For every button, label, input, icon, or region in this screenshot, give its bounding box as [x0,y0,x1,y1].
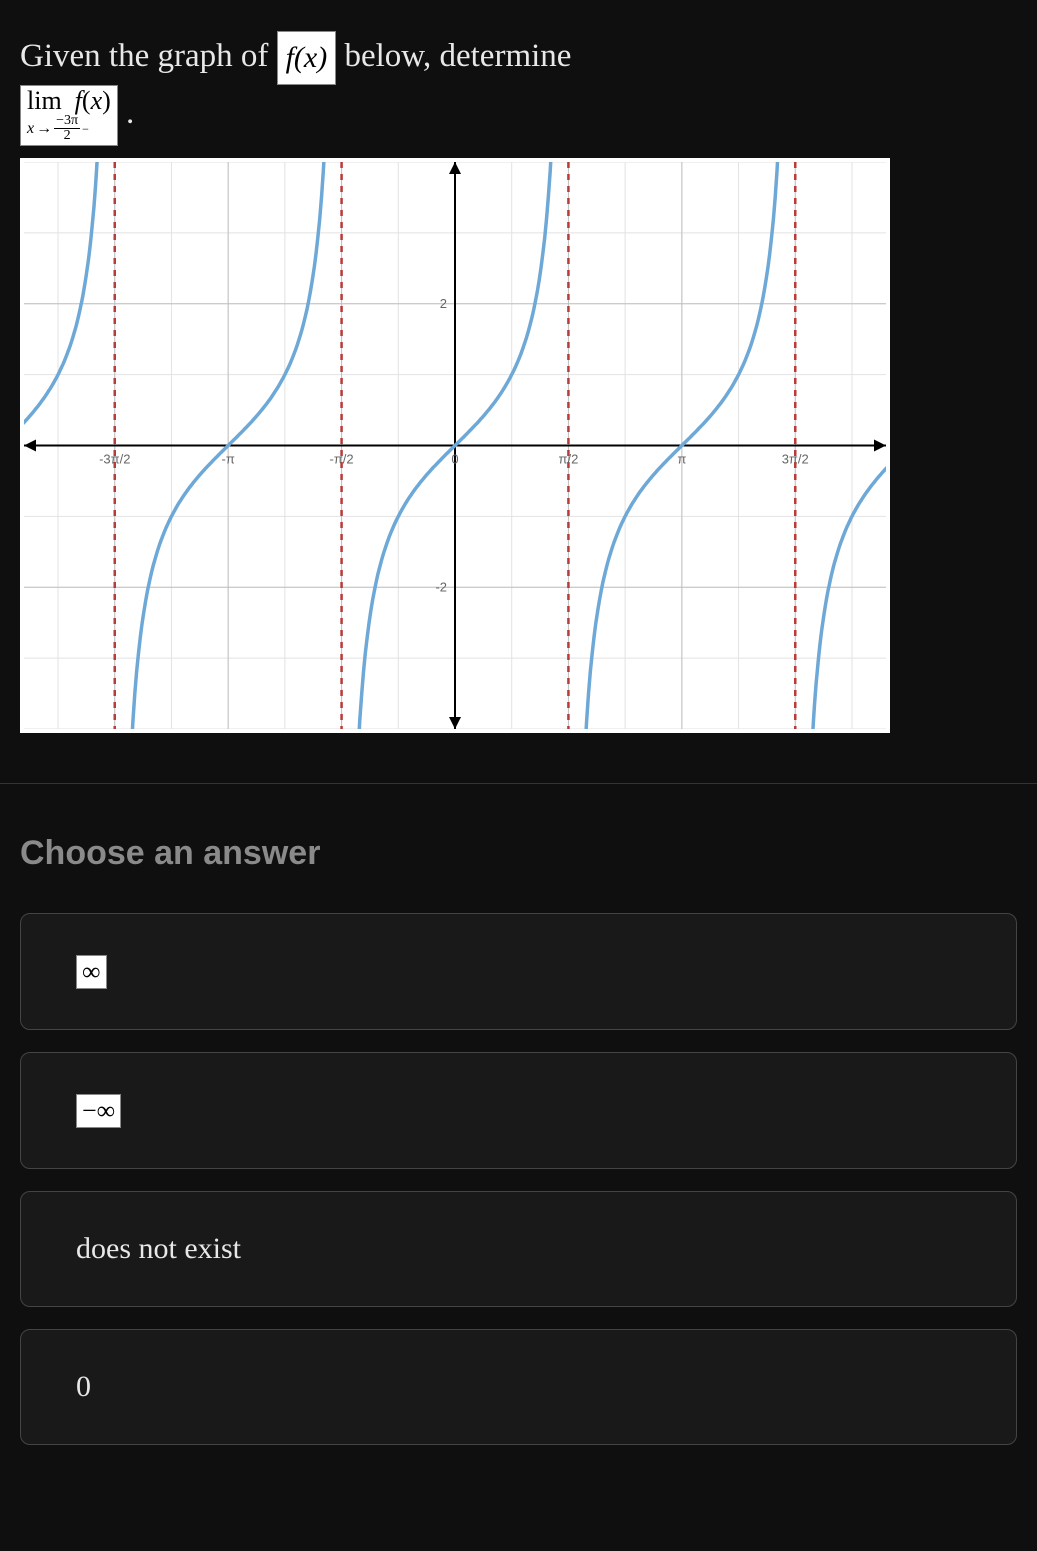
svg-text:-π/2: -π/2 [330,452,354,467]
limit-superscript: − [82,123,89,135]
svg-text:-3π/2: -3π/2 [99,452,130,467]
opt-inf[interactable]: ∞ [20,913,1017,1030]
svg-text:π/2: π/2 [559,452,579,467]
options-list: ∞ −∞ does not exist 0 [20,913,1017,1445]
limit-expression: lim f(x) x → −3π 2 − [20,85,118,146]
tangent-graph: -3π/2 -π -π/2 0 π/2 π 3π/2 2 -2 [24,162,886,729]
fx-expression: f(x) [277,31,337,85]
question-text: Given the graph of f(x) below, determine… [20,30,1017,146]
graph-container: -3π/2 -π -π/2 0 π/2 π 3π/2 2 -2 [20,158,890,733]
svg-text:3π/2: 3π/2 [782,452,809,467]
svg-text:0: 0 [451,452,458,467]
opt-inf-math: ∞ [76,955,107,989]
limit-fraction: −3π 2 [54,114,80,143]
choose-answer-header: Choose an answer [20,834,1017,873]
svg-text:-π: -π [222,452,235,467]
svg-text:π: π [677,452,686,467]
q-period: . [126,96,134,132]
opt-zero[interactable]: 0 [20,1329,1017,1445]
limit-arrow: → [36,121,52,137]
opt-neg-inf[interactable]: −∞ [20,1052,1017,1169]
question-section: Given the graph of f(x) below, determine… [0,0,1037,783]
opt-neg-inf-math: −∞ [76,1094,121,1128]
limit-var: x [27,121,34,137]
answer-section: Choose an answer ∞ −∞ does not exist 0 [0,784,1037,1507]
opt-dne[interactable]: does not exist [20,1191,1017,1307]
svg-text:2: 2 [440,296,447,311]
svg-text:-2: -2 [435,580,447,595]
q-prefix: Given the graph of [20,38,277,74]
q-middle: below, determine [344,38,571,74]
